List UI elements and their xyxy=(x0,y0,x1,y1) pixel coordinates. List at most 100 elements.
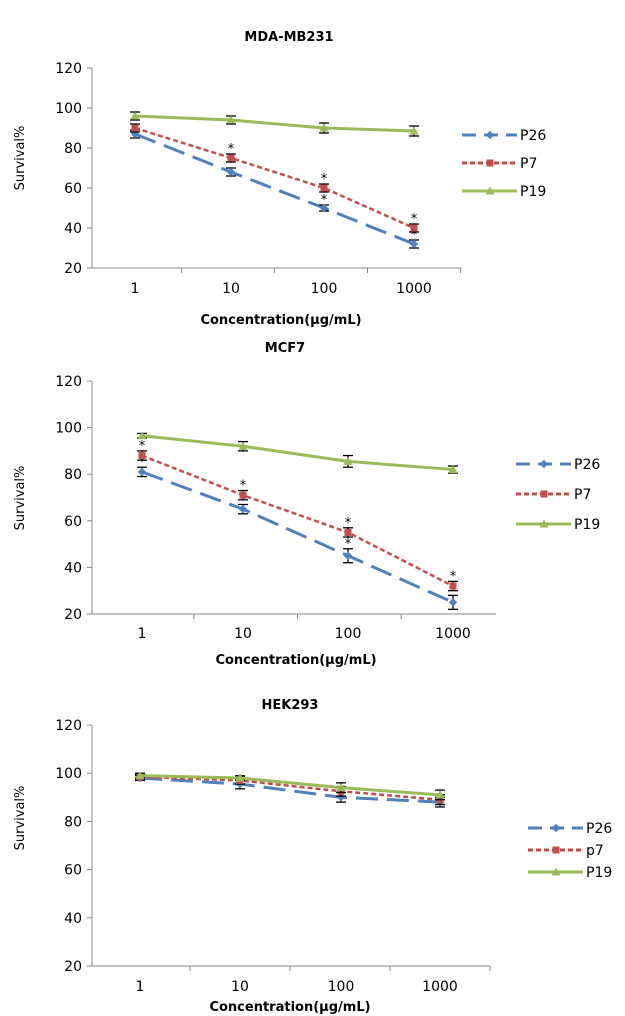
data-point xyxy=(226,115,236,124)
x-tick-label: 100 xyxy=(335,626,362,642)
significance-star: * xyxy=(411,212,418,227)
chart-hek293: HEK293 Survival% Concentration(µg/mL) 20… xyxy=(13,698,612,1015)
x-axis-label: Concentration(µg/mL) xyxy=(215,653,376,668)
series-line xyxy=(134,132,415,246)
y-tick-label: 60 xyxy=(64,863,82,879)
y-tick-label: 120 xyxy=(55,374,82,390)
legend: P26 P7 P19 xyxy=(462,128,546,200)
significance-star: * xyxy=(450,569,457,584)
data-point xyxy=(449,582,457,590)
series-p26: * * * * xyxy=(137,455,458,610)
y-tick-label: 100 xyxy=(55,101,82,117)
y-tick-label: 80 xyxy=(64,467,82,483)
series-line xyxy=(134,114,415,133)
series-p19 xyxy=(135,771,445,801)
data-point xyxy=(138,452,146,460)
y-axis-label: Survival% xyxy=(13,786,28,851)
legend-marker xyxy=(539,459,549,469)
y-tick-label: 20 xyxy=(64,607,82,623)
y-tick-label: 20 xyxy=(64,261,82,277)
series-line xyxy=(141,454,454,588)
x-ticks: 1 10 100 1000 xyxy=(131,268,461,297)
legend-marker xyxy=(551,867,561,876)
data-point xyxy=(448,598,458,607)
legend-label: P7 xyxy=(574,487,591,503)
data-point xyxy=(130,129,140,139)
legend: P26 p7 P19 xyxy=(528,821,612,881)
data-point xyxy=(319,123,329,132)
data-point xyxy=(131,124,139,132)
y-tick-label: 80 xyxy=(64,814,82,830)
y-tick-label: 80 xyxy=(64,141,82,157)
data-point xyxy=(410,224,418,232)
series-p26: *** xyxy=(130,129,419,249)
legend-item-p7: P7 xyxy=(516,487,591,503)
significance-star: * xyxy=(228,156,235,171)
data-point xyxy=(343,551,353,560)
significance-star: * xyxy=(411,228,418,243)
significance-star: * xyxy=(321,193,328,208)
y-ticks: 20 40 60 80 100 120 xyxy=(55,718,92,975)
data-point xyxy=(235,773,245,782)
series-p19 xyxy=(137,431,458,474)
data-point xyxy=(409,239,419,249)
data-point xyxy=(135,771,145,780)
legend-marker xyxy=(540,490,548,498)
data-point xyxy=(238,504,248,514)
legend-item-p26: P26 xyxy=(516,457,600,473)
series-line xyxy=(141,470,454,604)
legend-item-p26: P26 xyxy=(462,128,546,144)
data-point xyxy=(137,431,147,440)
chart-mda-mb231: MDA-MB231 Survival% Concentration(µg/mL)… xyxy=(13,30,546,328)
y-axis-label: Survival% xyxy=(13,466,28,531)
series-line xyxy=(139,775,441,801)
legend: P26 P7 P19 xyxy=(516,457,600,533)
data-point xyxy=(137,467,147,477)
data-point xyxy=(238,441,248,450)
data-point xyxy=(239,491,247,499)
y-tick-label: 100 xyxy=(55,421,82,437)
data-point xyxy=(344,528,352,536)
x-tick-label: 10 xyxy=(234,626,252,642)
legend-item-p7: P7 xyxy=(462,156,537,172)
y-tick-label: 100 xyxy=(55,766,82,782)
series-line xyxy=(134,126,415,230)
significance-star: * xyxy=(139,439,146,454)
x-tick-label: 1000 xyxy=(396,281,432,297)
x-tick-label: 1000 xyxy=(435,626,471,642)
significance-star: * xyxy=(240,479,247,494)
legend-label: P19 xyxy=(586,865,612,881)
legend-label: P19 xyxy=(574,517,600,533)
chart-title: HEK293 xyxy=(262,698,319,713)
series-line xyxy=(141,434,454,472)
legend-item-p26: P26 xyxy=(528,821,612,837)
y-tick-label: 40 xyxy=(64,221,82,237)
series-line xyxy=(139,776,441,804)
legend-marker xyxy=(485,186,495,195)
y-tick-label: 20 xyxy=(64,959,82,975)
y-tick-label: 40 xyxy=(64,911,82,927)
legend-label: P26 xyxy=(586,821,612,837)
legend-marker xyxy=(552,846,560,854)
legend-item-p19: P19 xyxy=(516,517,600,533)
x-tick-label: 10 xyxy=(222,281,240,297)
series-layer xyxy=(135,771,445,808)
y-tick-label: 60 xyxy=(64,181,82,197)
significance-star: * xyxy=(228,142,235,157)
data-point xyxy=(320,184,328,192)
significance-star: * xyxy=(345,537,352,552)
chart-mcf7: MCF7 Survival% Concentration(µg/mL) 20 40… xyxy=(13,341,600,668)
significance-star: * xyxy=(321,172,328,187)
legend-marker xyxy=(485,130,495,140)
x-tick-label: 10 xyxy=(231,979,249,995)
x-tick-label: 1 xyxy=(131,281,140,297)
significance-star: * xyxy=(139,455,146,470)
data-point xyxy=(319,203,329,213)
legend-item-p19: P19 xyxy=(462,184,546,200)
x-ticks: 1 10 100 1000 xyxy=(138,614,471,642)
data-point xyxy=(336,783,346,792)
data-point xyxy=(130,111,140,120)
x-axis-label: Concentration(µg/mL) xyxy=(209,1000,370,1015)
legend-label: P26 xyxy=(574,457,600,473)
